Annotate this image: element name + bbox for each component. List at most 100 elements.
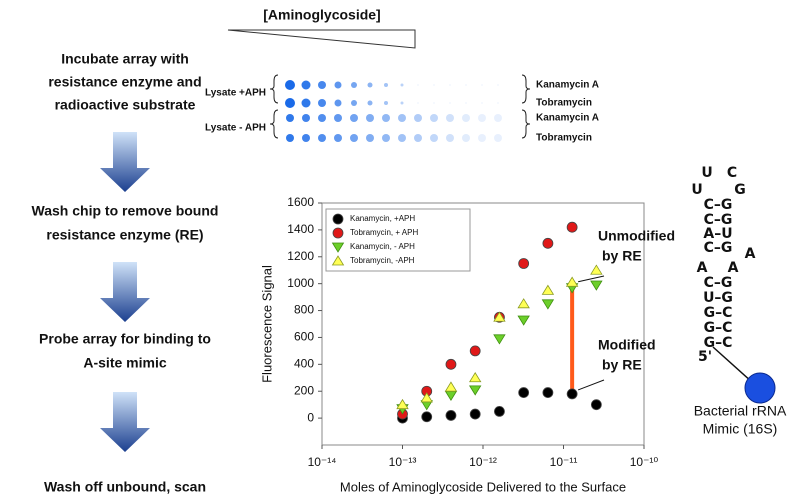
spot — [398, 134, 406, 142]
spot — [334, 134, 342, 142]
point — [493, 311, 506, 322]
point — [469, 408, 481, 420]
spot — [351, 82, 357, 88]
point — [396, 398, 409, 410]
x-axis-label: Moles of Aminoglycoside Delivered to the… — [340, 479, 626, 494]
point — [444, 390, 458, 402]
spot — [384, 101, 388, 105]
array-title: [Aminoglycoside] — [263, 7, 380, 23]
point — [469, 345, 481, 357]
rna-base: G–C — [704, 305, 733, 321]
annotation-arrow — [578, 275, 605, 283]
spot — [334, 99, 342, 107]
spot — [334, 114, 342, 122]
spot — [449, 84, 451, 86]
group-label: Lysate - APH — [205, 123, 266, 134]
y-tick-label: 1200 — [287, 249, 314, 263]
x-tick-label: 10⁻¹² — [469, 455, 497, 469]
spot — [433, 84, 435, 86]
row-label: Kanamycin A — [536, 80, 599, 91]
rna-label: Mimic (16S) — [703, 421, 778, 437]
concentration-wedge — [227, 29, 416, 49]
point — [444, 381, 458, 392]
annotation: Unmodified — [598, 228, 675, 244]
point — [468, 372, 482, 383]
spot — [494, 134, 502, 142]
point — [445, 358, 457, 370]
brace — [269, 74, 279, 104]
rna-base: A — [728, 260, 739, 276]
point — [565, 276, 579, 287]
step-text: Wash off unbound, scan — [44, 479, 206, 495]
spot — [478, 134, 486, 142]
spot — [367, 82, 373, 88]
spot — [286, 114, 294, 122]
rna-base: A–U — [703, 226, 732, 242]
spot — [384, 83, 388, 87]
spot — [465, 102, 467, 104]
array-spots — [285, 80, 502, 142]
y-tick-label: 200 — [294, 383, 314, 397]
rna-base: U — [701, 165, 712, 181]
point — [542, 237, 554, 249]
rna-tether — [712, 346, 753, 383]
spot — [350, 114, 358, 122]
point — [541, 299, 555, 310]
rna-base: C–G — [704, 275, 733, 291]
point — [445, 410, 457, 421]
legend-label: Tobramycin, + APH — [350, 228, 418, 237]
rna-base: A — [697, 260, 708, 276]
spot — [400, 83, 404, 87]
x-tick-label: 10⁻¹¹ — [550, 455, 578, 469]
rna-label: Bacterial rRNA — [694, 403, 787, 419]
step-text: Probe array for binding to — [39, 331, 211, 347]
spot — [382, 134, 390, 142]
point — [493, 334, 506, 345]
row-label: Kanamycin A — [536, 113, 599, 124]
spot — [481, 84, 483, 86]
step-text: Wash chip to remove bound — [32, 203, 219, 219]
legend-marker — [332, 227, 344, 239]
rna-base: U — [691, 182, 702, 198]
step-text: resistance enzyme and — [48, 74, 201, 90]
point — [517, 298, 530, 309]
brace — [269, 109, 279, 139]
spot — [367, 100, 373, 106]
point — [566, 221, 578, 233]
rna-base: G — [734, 182, 746, 198]
y-tick-label: 800 — [294, 303, 314, 317]
point — [468, 385, 482, 396]
legend-marker — [332, 213, 344, 225]
spot — [285, 98, 295, 108]
point — [421, 411, 433, 423]
point — [517, 315, 530, 326]
spot — [318, 114, 326, 122]
point — [542, 387, 554, 398]
spot — [497, 84, 499, 86]
spot — [302, 134, 310, 142]
spot — [417, 84, 419, 86]
brace — [521, 74, 531, 104]
spot — [301, 80, 311, 90]
step-text: Incubate array with — [61, 51, 189, 67]
y-tick-label: 1000 — [287, 276, 314, 290]
y-tick-label: 1600 — [287, 195, 314, 209]
legend-label: Kanamycin, - APH — [350, 242, 415, 251]
spot — [285, 80, 295, 90]
spot — [334, 81, 342, 89]
spot — [398, 114, 406, 122]
legend-label: Tobramycin, -APH — [350, 256, 415, 265]
spot — [494, 114, 502, 122]
row-label: Tobramycin — [536, 133, 592, 144]
rna-base: 5' — [698, 349, 712, 365]
spot — [446, 114, 454, 122]
legend-marker — [331, 255, 345, 266]
step-text: A-site mimic — [83, 355, 166, 371]
spot — [430, 114, 438, 122]
spot — [462, 114, 470, 122]
point — [590, 264, 603, 275]
rna-base: C — [727, 165, 737, 181]
spot — [414, 114, 422, 122]
y-tick-label: 1400 — [287, 222, 314, 236]
point — [518, 258, 530, 269]
